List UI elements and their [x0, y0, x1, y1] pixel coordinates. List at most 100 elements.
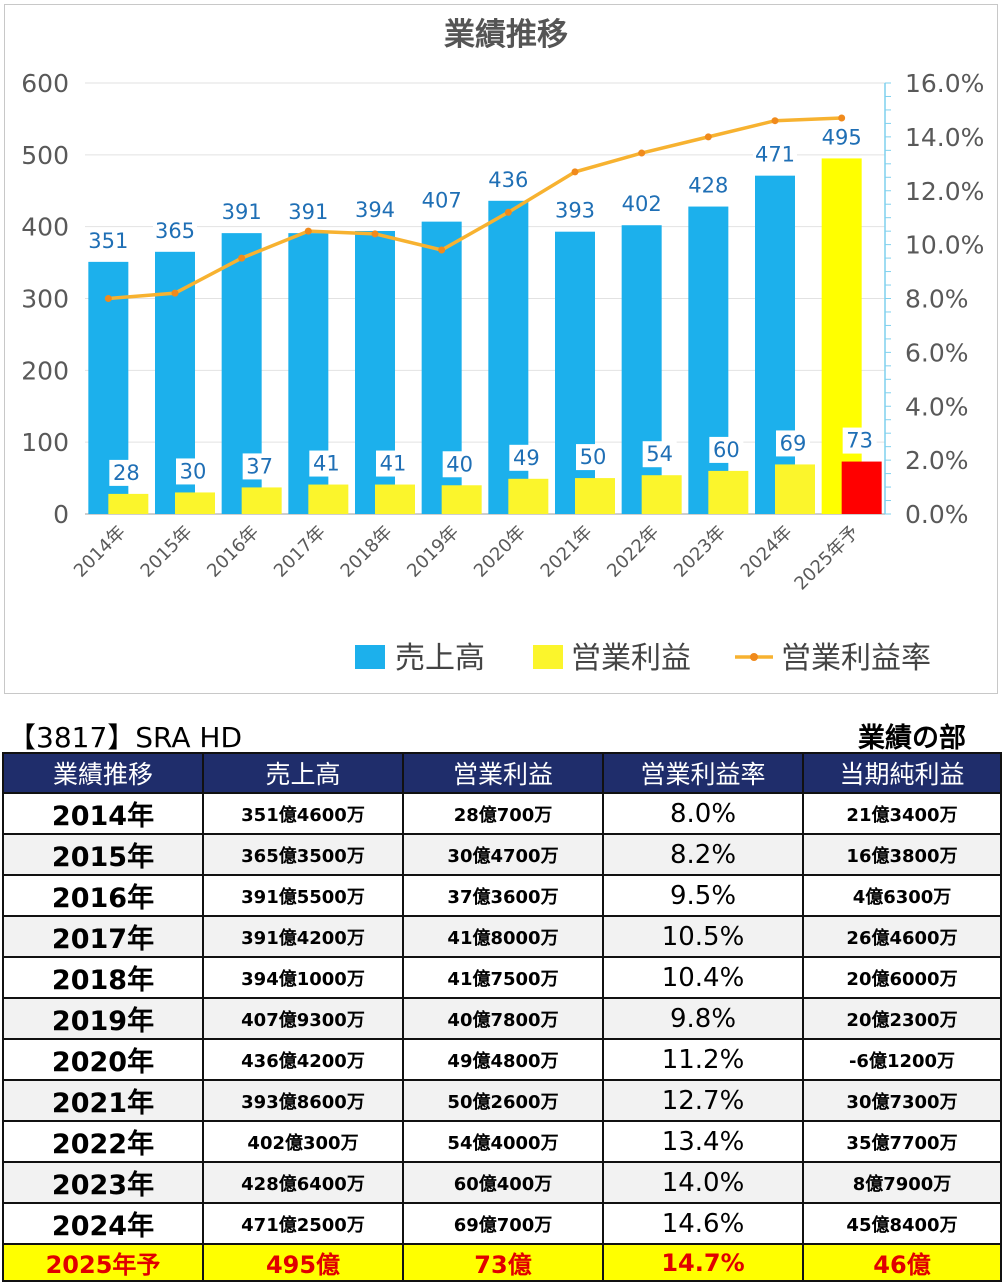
cell-net-income: 21億3400万: [802, 792, 1002, 835]
section-heading: 業績の部: [858, 723, 966, 754]
bar-operating-profit: [108, 493, 149, 514]
header-net-income: 当期純利益: [802, 752, 1002, 794]
data-label-bg: [576, 444, 610, 471]
cell-period-forecast: 2025年予: [2, 1243, 204, 1282]
cell-operating-profit: 30億4700万: [402, 833, 604, 876]
cell-period: 2023年: [2, 1161, 204, 1204]
cell-net-income-forecast: 46億: [802, 1243, 1002, 1282]
bar-sales: [821, 158, 862, 515]
table-row: 2021年 393億8600万 50億2600万 12.7% 30億7300万: [2, 1079, 1002, 1122]
x-tick-label: 2023年: [670, 522, 730, 582]
cell-net-income: 4億6300万: [802, 874, 1002, 917]
table-row: 2022年 402億300万 54億4000万 13.4% 35億7700万: [2, 1120, 1002, 1163]
cell-sales: 428億6400万: [202, 1161, 404, 1204]
data-label-sales: 436: [488, 168, 528, 192]
data-label-bg: [442, 451, 477, 478]
x-tick-label: 2016年: [203, 522, 263, 582]
data-label-bg: [753, 141, 797, 168]
cell-period: 2019年: [2, 997, 204, 1040]
cell-sales: 394億1000万: [202, 956, 404, 999]
cell-operating-profit: 50億2600万: [402, 1079, 604, 1122]
y-tick-label: 200: [21, 356, 69, 385]
cell-sales: 391億5500万: [202, 874, 404, 917]
data-label-bg: [153, 217, 197, 244]
point-operating-margin: [704, 133, 712, 141]
y2-tick-label: 0.0%: [905, 500, 969, 529]
x-tick-label: 2019年: [403, 522, 463, 582]
point-operating-margin: [238, 254, 246, 262]
cell-sales: 436億4200万: [202, 1038, 404, 1081]
cell-net-income: 45億8400万: [802, 1202, 1002, 1245]
x-tick-label: 2024年: [737, 522, 797, 582]
bar-operating-profit: [308, 484, 349, 514]
data-label-operating-profit: 30: [180, 459, 207, 483]
cell-operating-margin: 14.6%: [602, 1202, 804, 1245]
bar-operating-profit: [641, 475, 682, 514]
data-label-bg: [819, 124, 864, 151]
data-label-operating-profit: 49: [513, 446, 540, 470]
bar-operating-profit: [775, 464, 815, 514]
table-row: 2020年 436億4200万 49億4800万 11.2% -6億1200万: [2, 1038, 1002, 1081]
bar-operating-profit: [575, 478, 615, 514]
cell-sales: 365億3500万: [202, 833, 404, 876]
cell-operating-margin: 8.0%: [602, 792, 804, 835]
cell-period: 2017年: [2, 915, 204, 958]
bar-operating-profit: [241, 487, 282, 514]
cell-operating-margin: 14.0%: [602, 1161, 804, 1204]
data-label-operating-profit: 69: [780, 431, 807, 455]
y2-tick-label: 14.0%: [905, 123, 984, 152]
data-label-bg: [509, 444, 544, 471]
legend-label-operating-margin: 営業利益率: [781, 641, 931, 676]
cell-operating-margin: 9.5%: [602, 874, 804, 917]
table-row: 2023年 428億6400万 60億400万 14.0% 8億7900万: [2, 1161, 1002, 1204]
cell-operating-margin: 11.2%: [602, 1038, 804, 1081]
cell-net-income: 8億7900万: [802, 1161, 1002, 1204]
bar-operating-profit: [441, 485, 482, 514]
data-label-sales: 495: [822, 125, 862, 149]
data-label-bg: [309, 450, 344, 477]
table-row: 2014年 351億4600万 28億700万 8.0% 21億3400万: [2, 792, 1002, 835]
cell-operating-margin: 10.5%: [602, 915, 804, 958]
table-row-forecast: 2025年予 495億 73億 14.7% 46億: [2, 1243, 1002, 1282]
cell-period: 2018年: [2, 956, 204, 999]
data-label-operating-profit: 28: [113, 461, 140, 485]
y2-tick-label: 12.0%: [905, 177, 984, 206]
table-row: 2016年 391億5500万 37億3600万 9.5% 4億6300万: [2, 874, 1002, 917]
data-label-bg: [286, 199, 331, 226]
y2-tick-label: 4.0%: [905, 392, 969, 421]
x-tick-label: 2018年: [337, 522, 397, 582]
x-tick-label: 2022年: [603, 522, 663, 582]
point-operating-margin: [371, 230, 379, 238]
bar-operating-profit: [508, 478, 549, 514]
data-label-operating-profit: 50: [580, 445, 607, 469]
legend-swatch-operating-profit: [533, 645, 563, 669]
cell-net-income: 30億7300万: [802, 1079, 1002, 1122]
performance-chart: 業績推移 0 100 200 300 400 500 600 0.0% 2.0% 4.0% 6.0% 8…: [21, 17, 984, 676]
cell-period: 2020年: [2, 1038, 204, 1081]
data-label-sales: 471: [755, 143, 795, 167]
x-tick-label: 2015年: [137, 522, 197, 582]
table-row: 2024年 471億2500万 69億700万 14.6% 45億8400万: [2, 1202, 1002, 1245]
data-label-operating-profit: 41: [313, 452, 340, 476]
data-label-sales: 351: [88, 229, 128, 253]
data-label-operating-profit: 73: [846, 429, 873, 453]
data-label-bg: [376, 450, 410, 477]
cell-net-income: 20億6000万: [802, 956, 1002, 999]
y-tick-label: 0: [53, 500, 69, 529]
cell-operating-profit: 60億400万: [402, 1161, 604, 1204]
table-row: 2015年 365億3500万 30億4700万 8.2% 16億3800万: [2, 833, 1002, 876]
cell-net-income: 16億3800万: [802, 833, 1002, 876]
table-row: 2017年 391億4200万 41億8000万 10.5% 26億4600万: [2, 915, 1002, 958]
data-label-operating-profit: 40: [446, 452, 473, 476]
bar-operating-profit: [175, 492, 215, 514]
cell-period: 2024年: [2, 1202, 204, 1245]
cell-net-income: 20億2300万: [802, 997, 1002, 1040]
data-label-bg: [842, 427, 877, 454]
header-operating-margin: 営業利益率: [602, 752, 804, 794]
cell-operating-margin: 10.4%: [602, 956, 804, 999]
cell-operating-margin-forecast: 14.7%: [602, 1243, 804, 1282]
y2-tick-label: 16.0%: [905, 69, 984, 98]
cell-sales: 407億9300万: [202, 997, 404, 1040]
data-label-sales: 391: [222, 200, 262, 224]
y2-tick-label: 8.0%: [905, 285, 969, 314]
